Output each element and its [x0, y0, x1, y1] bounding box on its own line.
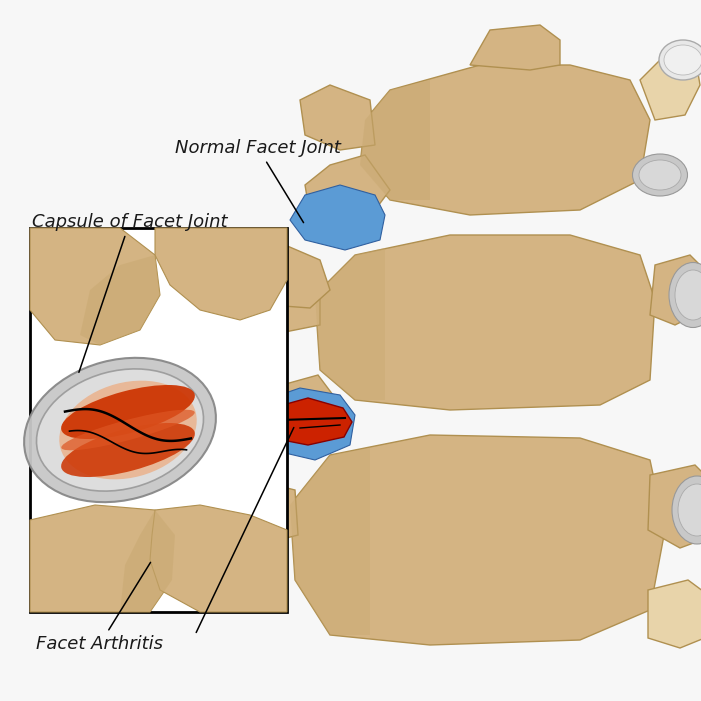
Polygon shape [155, 228, 287, 320]
Polygon shape [315, 248, 385, 400]
Ellipse shape [639, 160, 681, 190]
Polygon shape [255, 245, 330, 308]
Polygon shape [30, 228, 160, 345]
Ellipse shape [61, 385, 195, 439]
Text: Normal Facet Joint: Normal Facet Joint [175, 139, 341, 223]
Polygon shape [290, 185, 385, 250]
Ellipse shape [659, 40, 701, 80]
Polygon shape [120, 510, 175, 612]
Polygon shape [258, 398, 352, 445]
Polygon shape [650, 255, 701, 325]
Polygon shape [300, 85, 375, 150]
Ellipse shape [61, 423, 195, 477]
Ellipse shape [61, 409, 195, 450]
Polygon shape [315, 235, 655, 410]
Text: Facet Arthritis: Facet Arthritis [36, 562, 163, 653]
Polygon shape [648, 465, 701, 548]
Ellipse shape [678, 484, 701, 536]
Polygon shape [252, 388, 355, 460]
Ellipse shape [675, 270, 701, 320]
Ellipse shape [669, 262, 701, 327]
Ellipse shape [24, 358, 216, 502]
Polygon shape [290, 448, 370, 635]
Polygon shape [360, 65, 650, 215]
Ellipse shape [632, 154, 688, 196]
Text: Capsule of Facet Joint: Capsule of Facet Joint [32, 213, 228, 372]
Polygon shape [648, 580, 701, 648]
Polygon shape [230, 265, 320, 335]
Ellipse shape [664, 45, 701, 75]
Polygon shape [80, 255, 160, 345]
Polygon shape [470, 25, 560, 70]
Polygon shape [290, 435, 665, 645]
Ellipse shape [672, 476, 701, 544]
Polygon shape [640, 55, 700, 120]
Polygon shape [360, 80, 430, 200]
Polygon shape [205, 475, 298, 548]
Polygon shape [30, 505, 175, 612]
FancyBboxPatch shape [30, 228, 287, 612]
Ellipse shape [36, 369, 203, 491]
Ellipse shape [60, 381, 197, 479]
Polygon shape [150, 505, 287, 612]
Polygon shape [305, 155, 390, 225]
Polygon shape [258, 375, 348, 445]
